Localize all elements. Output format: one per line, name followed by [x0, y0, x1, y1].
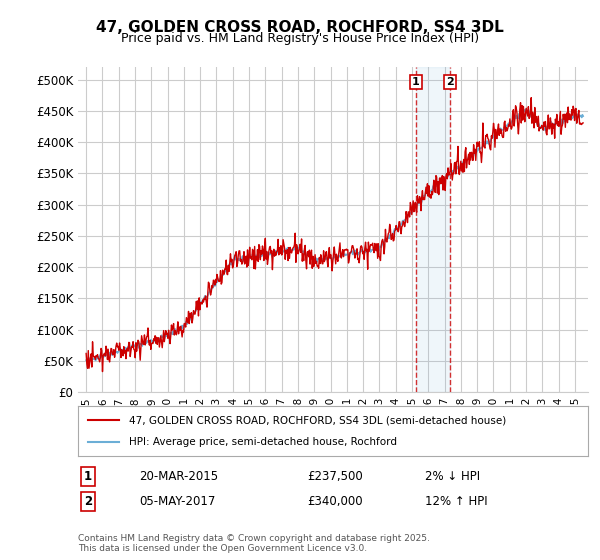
Text: 2: 2	[446, 77, 454, 87]
Bar	[416, 67, 451, 392]
Text: 05-MAY-2017: 05-MAY-2017	[139, 496, 215, 508]
Text: 2% ↓ HPI: 2% ↓ HPI	[425, 470, 480, 483]
Text: 1: 1	[84, 470, 92, 483]
Text: Price paid vs. HM Land Registry's House Price Index (HPI): Price paid vs. HM Land Registry's House …	[121, 32, 479, 45]
Text: 20-MAR-2015: 20-MAR-2015	[139, 470, 218, 483]
Text: £237,500: £237,500	[308, 470, 363, 483]
Text: 2: 2	[84, 496, 92, 508]
Text: 1: 1	[412, 77, 419, 87]
Text: 12% ↑ HPI: 12% ↑ HPI	[425, 496, 487, 508]
Text: Contains HM Land Registry data © Crown copyright and database right 2025.
This d: Contains HM Land Registry data © Crown c…	[78, 534, 430, 553]
Text: 47, GOLDEN CROSS ROAD, ROCHFORD, SS4 3DL: 47, GOLDEN CROSS ROAD, ROCHFORD, SS4 3DL	[96, 20, 504, 35]
Text: £340,000: £340,000	[308, 496, 363, 508]
Text: HPI: Average price, semi-detached house, Rochford: HPI: Average price, semi-detached house,…	[129, 437, 397, 447]
Text: 47, GOLDEN CROSS ROAD, ROCHFORD, SS4 3DL (semi-detached house): 47, GOLDEN CROSS ROAD, ROCHFORD, SS4 3DL…	[129, 415, 506, 425]
